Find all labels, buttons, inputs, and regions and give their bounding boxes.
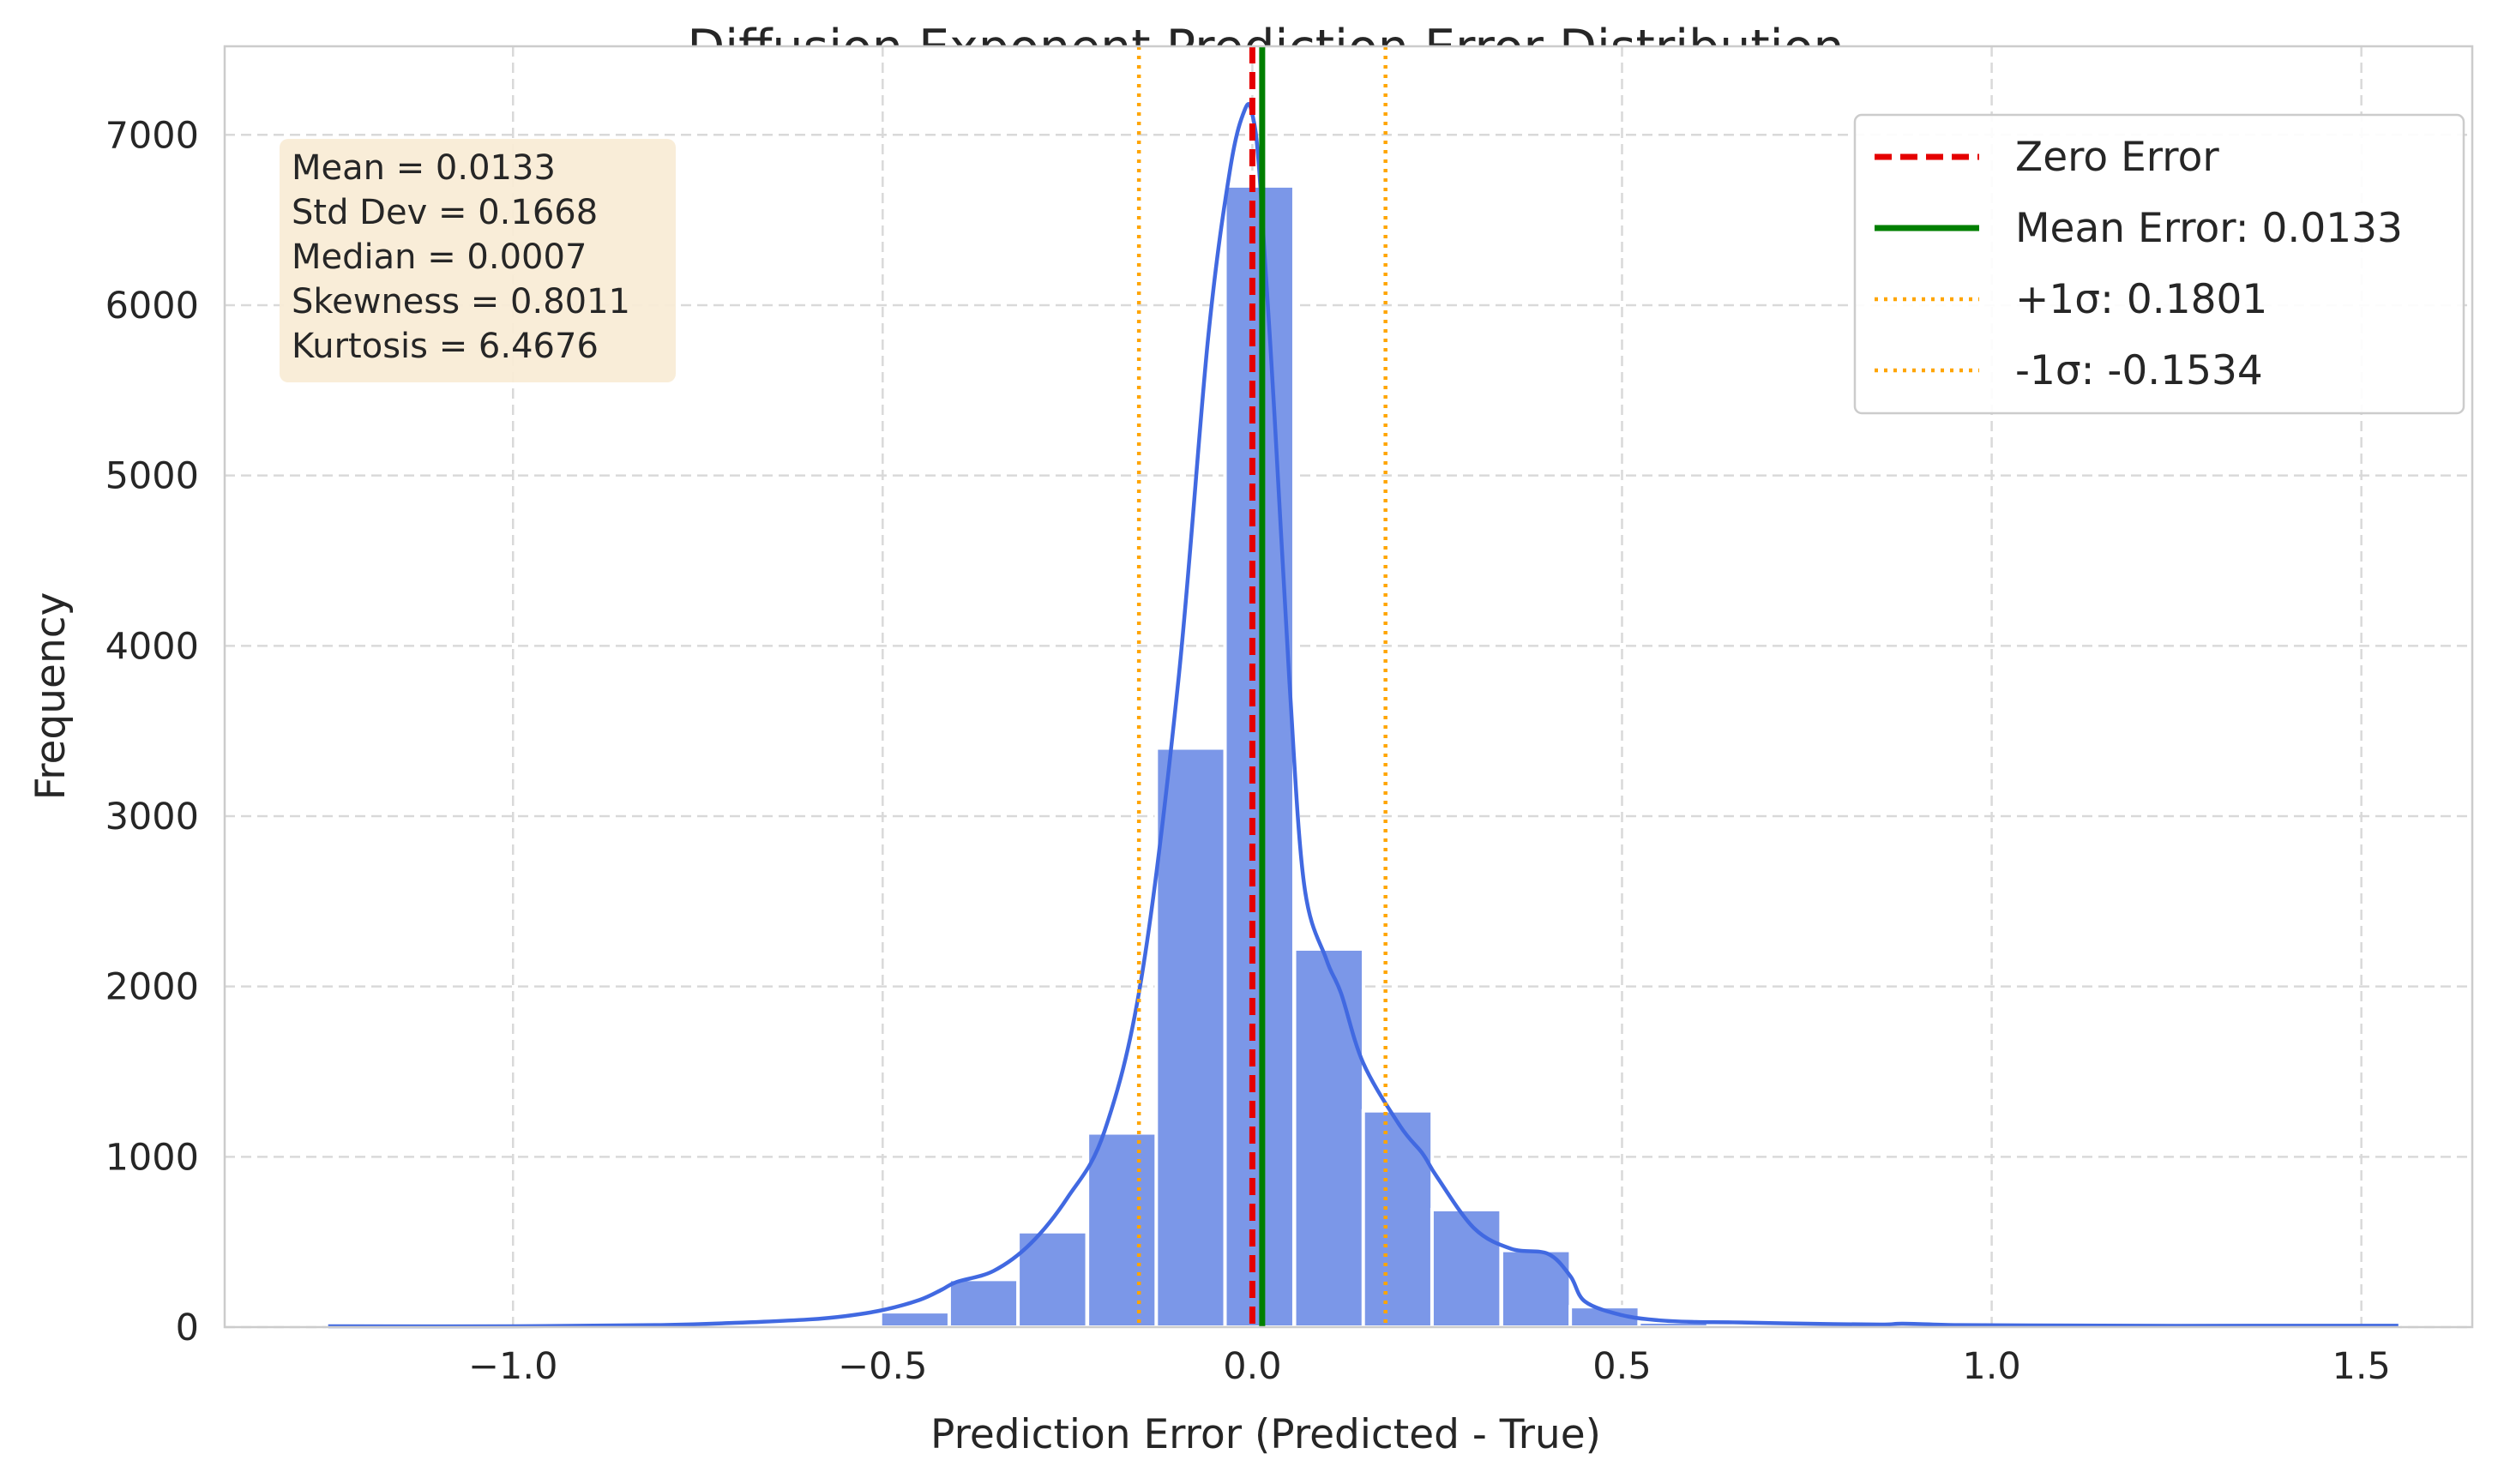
legend-entry: Zero Error	[2015, 134, 2219, 181]
y-axis-label: Frequency	[27, 592, 75, 801]
histogram-bar	[947, 1277, 1020, 1329]
stats-box-line: Kurtosis = 6.4676	[292, 327, 599, 366]
stats-box-background	[280, 139, 676, 382]
histogram-bar	[1154, 746, 1227, 1329]
x-tick-label: −1.0	[468, 1345, 557, 1388]
legend-frame	[1853, 113, 2465, 415]
x-tick-label: 1.0	[1962, 1345, 2020, 1388]
y-tick-label: 4000	[105, 625, 199, 668]
histogram-bar	[1086, 1131, 1159, 1330]
stats-box-line: Median = 0.0007	[292, 237, 587, 277]
y-tick-label: 5000	[105, 455, 199, 498]
y-tick-label: 7000	[105, 114, 199, 157]
histogram-bar	[1361, 1108, 1435, 1330]
kde-curve	[328, 101, 2399, 1329]
x-tick-label: 0.5	[1592, 1345, 1651, 1388]
legend-entry: -1σ: -0.1534	[2015, 347, 2263, 394]
histogram-bar	[878, 1310, 952, 1329]
plot-frame	[223, 45, 2474, 1329]
x-axis-label: Prediction Error (Predicted - True)	[930, 1411, 1601, 1458]
plot-area: −1.0 −0.5 0.0 0.5 1.0 1.5 0 1000 2000 3000 4000 500…	[105, 45, 2474, 1388]
stats-box: Mean = 0.0133 Std Dev = 0.1668 Median = 0.…	[280, 139, 676, 382]
y-tick-label: 0	[176, 1307, 199, 1349]
legend-entry: +1σ: 0.1801	[2015, 276, 2267, 323]
y-tick-label: 3000	[105, 796, 199, 838]
legend-entry: Mean Error: 0.0133	[2015, 205, 2403, 252]
y-tick-label: 6000	[105, 285, 199, 327]
x-tick-label: 0.0	[1223, 1345, 1281, 1388]
histogram-bar	[1292, 946, 1366, 1330]
x-tick-label: 1.5	[2332, 1345, 2390, 1388]
stats-box-line: Skewness = 0.8011	[292, 282, 630, 321]
histogram-bar	[1430, 1207, 1503, 1330]
stats-box-line: Mean = 0.0133	[292, 148, 556, 188]
x-tick-label: −0.5	[838, 1345, 927, 1388]
y-tick-label: 2000	[105, 966, 199, 1009]
y-tick-label: 1000	[105, 1136, 199, 1179]
stats-box-line: Std Dev = 0.1668	[292, 193, 598, 232]
legend: Zero Error Mean Error: 0.0133 +1σ: 0.1801 -…	[1853, 113, 2465, 415]
